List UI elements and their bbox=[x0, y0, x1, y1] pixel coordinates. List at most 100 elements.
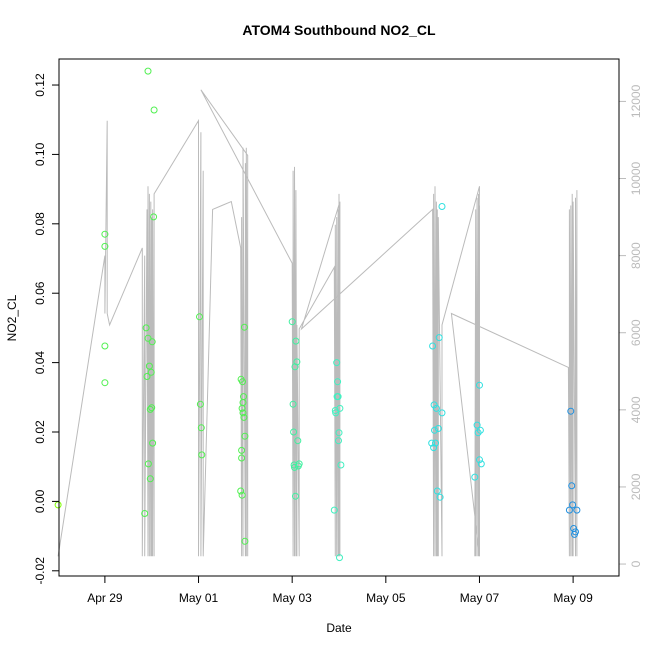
data-point bbox=[436, 493, 444, 501]
data-point bbox=[335, 437, 342, 445]
data-point bbox=[295, 460, 303, 468]
x-tick-label: May 09 bbox=[553, 591, 593, 605]
y-tick-label: -0.02 bbox=[33, 557, 47, 585]
x-tick-label: May 01 bbox=[179, 591, 219, 605]
data-points-layer bbox=[54, 67, 581, 562]
data-point bbox=[438, 203, 446, 210]
data-point bbox=[335, 429, 343, 437]
y-tick-label: 0.00 bbox=[33, 489, 47, 513]
y2-tick-label: 12000 bbox=[629, 84, 643, 118]
data-point bbox=[438, 409, 446, 417]
data-point bbox=[476, 426, 484, 434]
data-point bbox=[432, 404, 440, 412]
data-point bbox=[429, 342, 437, 350]
data-point bbox=[144, 460, 152, 468]
data-point bbox=[241, 432, 249, 440]
data-point bbox=[239, 409, 247, 417]
chart-title: ATOM4 Southbound NO2_CL bbox=[242, 22, 436, 38]
x-tick-label: Apr 29 bbox=[87, 591, 123, 605]
data-point bbox=[334, 378, 342, 386]
y-tick-label: 0.04 bbox=[33, 351, 47, 375]
data-point bbox=[435, 334, 443, 342]
data-point bbox=[293, 358, 301, 366]
data-point bbox=[142, 324, 150, 332]
data-point bbox=[336, 554, 343, 562]
data-point bbox=[145, 362, 153, 370]
plot-frame bbox=[58, 58, 620, 577]
data-point bbox=[292, 337, 300, 345]
data-point bbox=[292, 492, 299, 500]
data-point bbox=[428, 439, 436, 447]
y-tick-label: 0.02 bbox=[33, 420, 47, 444]
data-point bbox=[477, 460, 485, 468]
y2-tick-label: 8000 bbox=[629, 242, 643, 269]
data-point bbox=[238, 446, 246, 454]
secondary-trace-line bbox=[57, 89, 578, 557]
data-point bbox=[476, 456, 483, 464]
y-tick-label: 0.08 bbox=[33, 212, 47, 236]
data-point bbox=[573, 506, 581, 514]
data-point bbox=[433, 487, 441, 495]
data-point bbox=[101, 379, 109, 387]
data-point bbox=[569, 501, 577, 509]
data-point bbox=[240, 393, 247, 401]
data-point bbox=[567, 407, 575, 415]
data-point bbox=[148, 338, 156, 346]
data-point bbox=[290, 461, 298, 469]
data-point bbox=[141, 510, 149, 517]
data-point bbox=[144, 67, 152, 75]
x-tick-label: May 03 bbox=[272, 591, 312, 605]
data-point bbox=[330, 506, 338, 514]
data-point bbox=[239, 378, 246, 386]
y2-tick-label: 4000 bbox=[629, 396, 643, 423]
data-point bbox=[150, 106, 158, 114]
secondary-trace-layer bbox=[57, 89, 578, 557]
data-point bbox=[476, 381, 483, 389]
data-point bbox=[294, 437, 302, 445]
data-point bbox=[332, 409, 340, 417]
data-point bbox=[54, 501, 62, 509]
data-point bbox=[432, 439, 439, 447]
data-point bbox=[198, 451, 206, 459]
data-point bbox=[289, 400, 297, 408]
axes-layer: Apr 29 May 01 May 03 May 05 May 07 May 09 -0.0… bbox=[33, 73, 643, 605]
data-point bbox=[334, 393, 342, 401]
y2-tick-label: 10000 bbox=[629, 162, 643, 196]
y2-tick-label: 6000 bbox=[629, 319, 643, 346]
y2-tick-label: 2000 bbox=[629, 473, 643, 500]
data-point bbox=[572, 528, 579, 536]
y-tick-label: 0.12 bbox=[33, 73, 47, 97]
data-point bbox=[143, 373, 151, 380]
data-point bbox=[196, 400, 204, 408]
x-tick-label: May 07 bbox=[460, 591, 500, 605]
data-point bbox=[196, 313, 203, 321]
data-point bbox=[434, 425, 442, 432]
data-point bbox=[237, 487, 245, 495]
data-point bbox=[238, 491, 246, 499]
data-point bbox=[144, 334, 152, 342]
data-point bbox=[431, 426, 438, 434]
data-point bbox=[101, 342, 109, 350]
x-tick-label: May 05 bbox=[366, 591, 406, 605]
data-point bbox=[473, 421, 481, 429]
data-point bbox=[336, 404, 344, 412]
data-point bbox=[197, 424, 205, 432]
data-point bbox=[149, 439, 157, 447]
x-axis-label: Date bbox=[326, 621, 352, 635]
y-axis-label: NO2_CL bbox=[5, 294, 19, 341]
data-point bbox=[146, 475, 154, 483]
data-point bbox=[474, 429, 482, 437]
data-point bbox=[568, 482, 576, 490]
data-point bbox=[565, 506, 573, 514]
data-point bbox=[240, 323, 248, 331]
data-point bbox=[288, 318, 296, 326]
data-point bbox=[333, 359, 341, 367]
data-point bbox=[430, 401, 438, 409]
data-point bbox=[101, 230, 109, 238]
data-point bbox=[147, 368, 155, 376]
data-point bbox=[430, 444, 438, 452]
data-point bbox=[291, 463, 298, 471]
y2-tick-label: 0 bbox=[629, 560, 643, 567]
data-point bbox=[150, 213, 158, 221]
